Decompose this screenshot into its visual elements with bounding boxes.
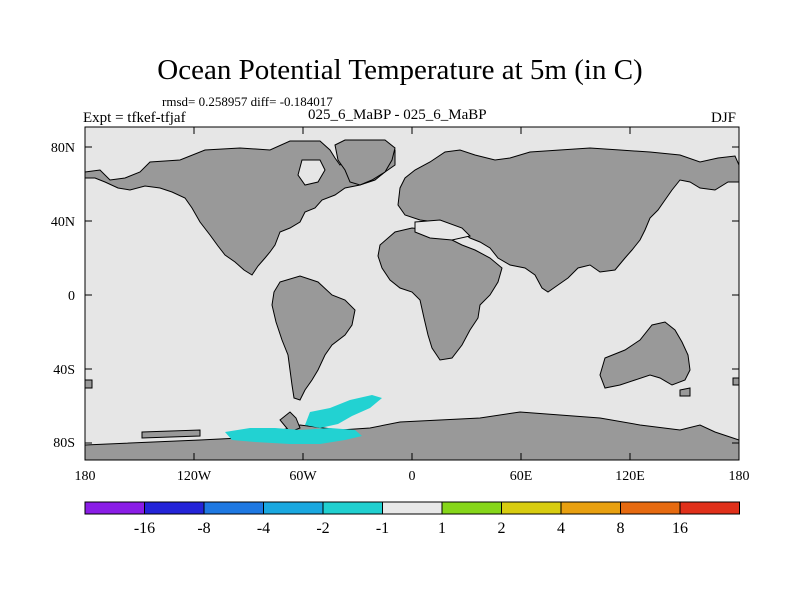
lon-tick-180e: 180 [729, 469, 750, 484]
colorbar-box-6 [382, 501, 443, 515]
stats-line: rmsd= 0.258957 diff= -0.184017 [162, 94, 333, 109]
colorbar-labels: -16 -8 -4 -2 -1 1 2 4 8 16 [134, 520, 688, 537]
colorbar-box-8 [501, 501, 562, 515]
lat-tick-80n: 80N [51, 141, 75, 156]
colorbar-box-2 [144, 501, 205, 515]
colorbar-box-1 [84, 501, 145, 515]
anomaly-patches [225, 395, 382, 444]
land-australia [599, 321, 691, 389]
lat-tick-40s: 40S [53, 363, 75, 378]
land-island-3 [84, 379, 93, 389]
colorbar-box-4 [263, 501, 324, 515]
lon-tick-180w: 180 [75, 469, 96, 484]
colorbar-label-6: 1 [438, 520, 446, 537]
lat-tick-0: 0 [68, 289, 75, 304]
colorbar-box-5 [322, 501, 383, 515]
anomaly-patch-upper [305, 395, 382, 428]
land-greenland [334, 139, 396, 186]
tick-marks [84, 127, 740, 460]
colorbar-box-7 [441, 501, 502, 515]
land-island-1 [141, 429, 201, 439]
colorbar-label-1: -16 [134, 520, 155, 537]
colorbar-label-10: 16 [672, 520, 688, 537]
colorbar-label-9: 8 [617, 520, 625, 537]
land-eurasia [397, 147, 740, 293]
land-south-america [271, 275, 356, 401]
lon-tick-60w: 60W [289, 469, 317, 484]
land-island-4 [732, 377, 740, 386]
anomaly-patch-lower [225, 428, 362, 444]
colorbar-label-3: -4 [257, 520, 270, 537]
land-masses [84, 139, 740, 461]
colorbar [84, 501, 740, 515]
colorbar-box-10 [620, 501, 681, 515]
lon-tick-0: 0 [409, 469, 416, 484]
colorbar-box-9 [560, 501, 621, 515]
season-label: DJF [711, 110, 737, 126]
colorbar-label-4: -2 [316, 520, 329, 537]
lat-tick-40n: 40N [51, 215, 75, 230]
colorbar-label-7: 2 [498, 520, 506, 537]
case-label: 025_6_MaBP - 025_6_MaBP [308, 107, 487, 123]
lon-tick-120w: 120W [177, 469, 212, 484]
lon-tick-120e: 120E [615, 469, 645, 484]
hudson-bay [297, 159, 326, 186]
colorbar-label-5: -1 [376, 520, 389, 537]
page-title: Ocean Potential Temperature at 5m (in C) [157, 54, 643, 86]
lat-tick-80s: 80S [53, 436, 75, 451]
colorbar-box-11 [679, 501, 740, 515]
land-island-2 [679, 387, 691, 397]
lon-tick-60e: 60E [510, 469, 533, 484]
colorbar-label-2: -8 [197, 520, 210, 537]
experiment-label: Expt = tfkef-tfjaf [83, 110, 186, 126]
colorbar-box-3 [203, 501, 264, 515]
mediterranean-sea [414, 219, 471, 241]
colorbar-label-8: 4 [557, 520, 565, 537]
